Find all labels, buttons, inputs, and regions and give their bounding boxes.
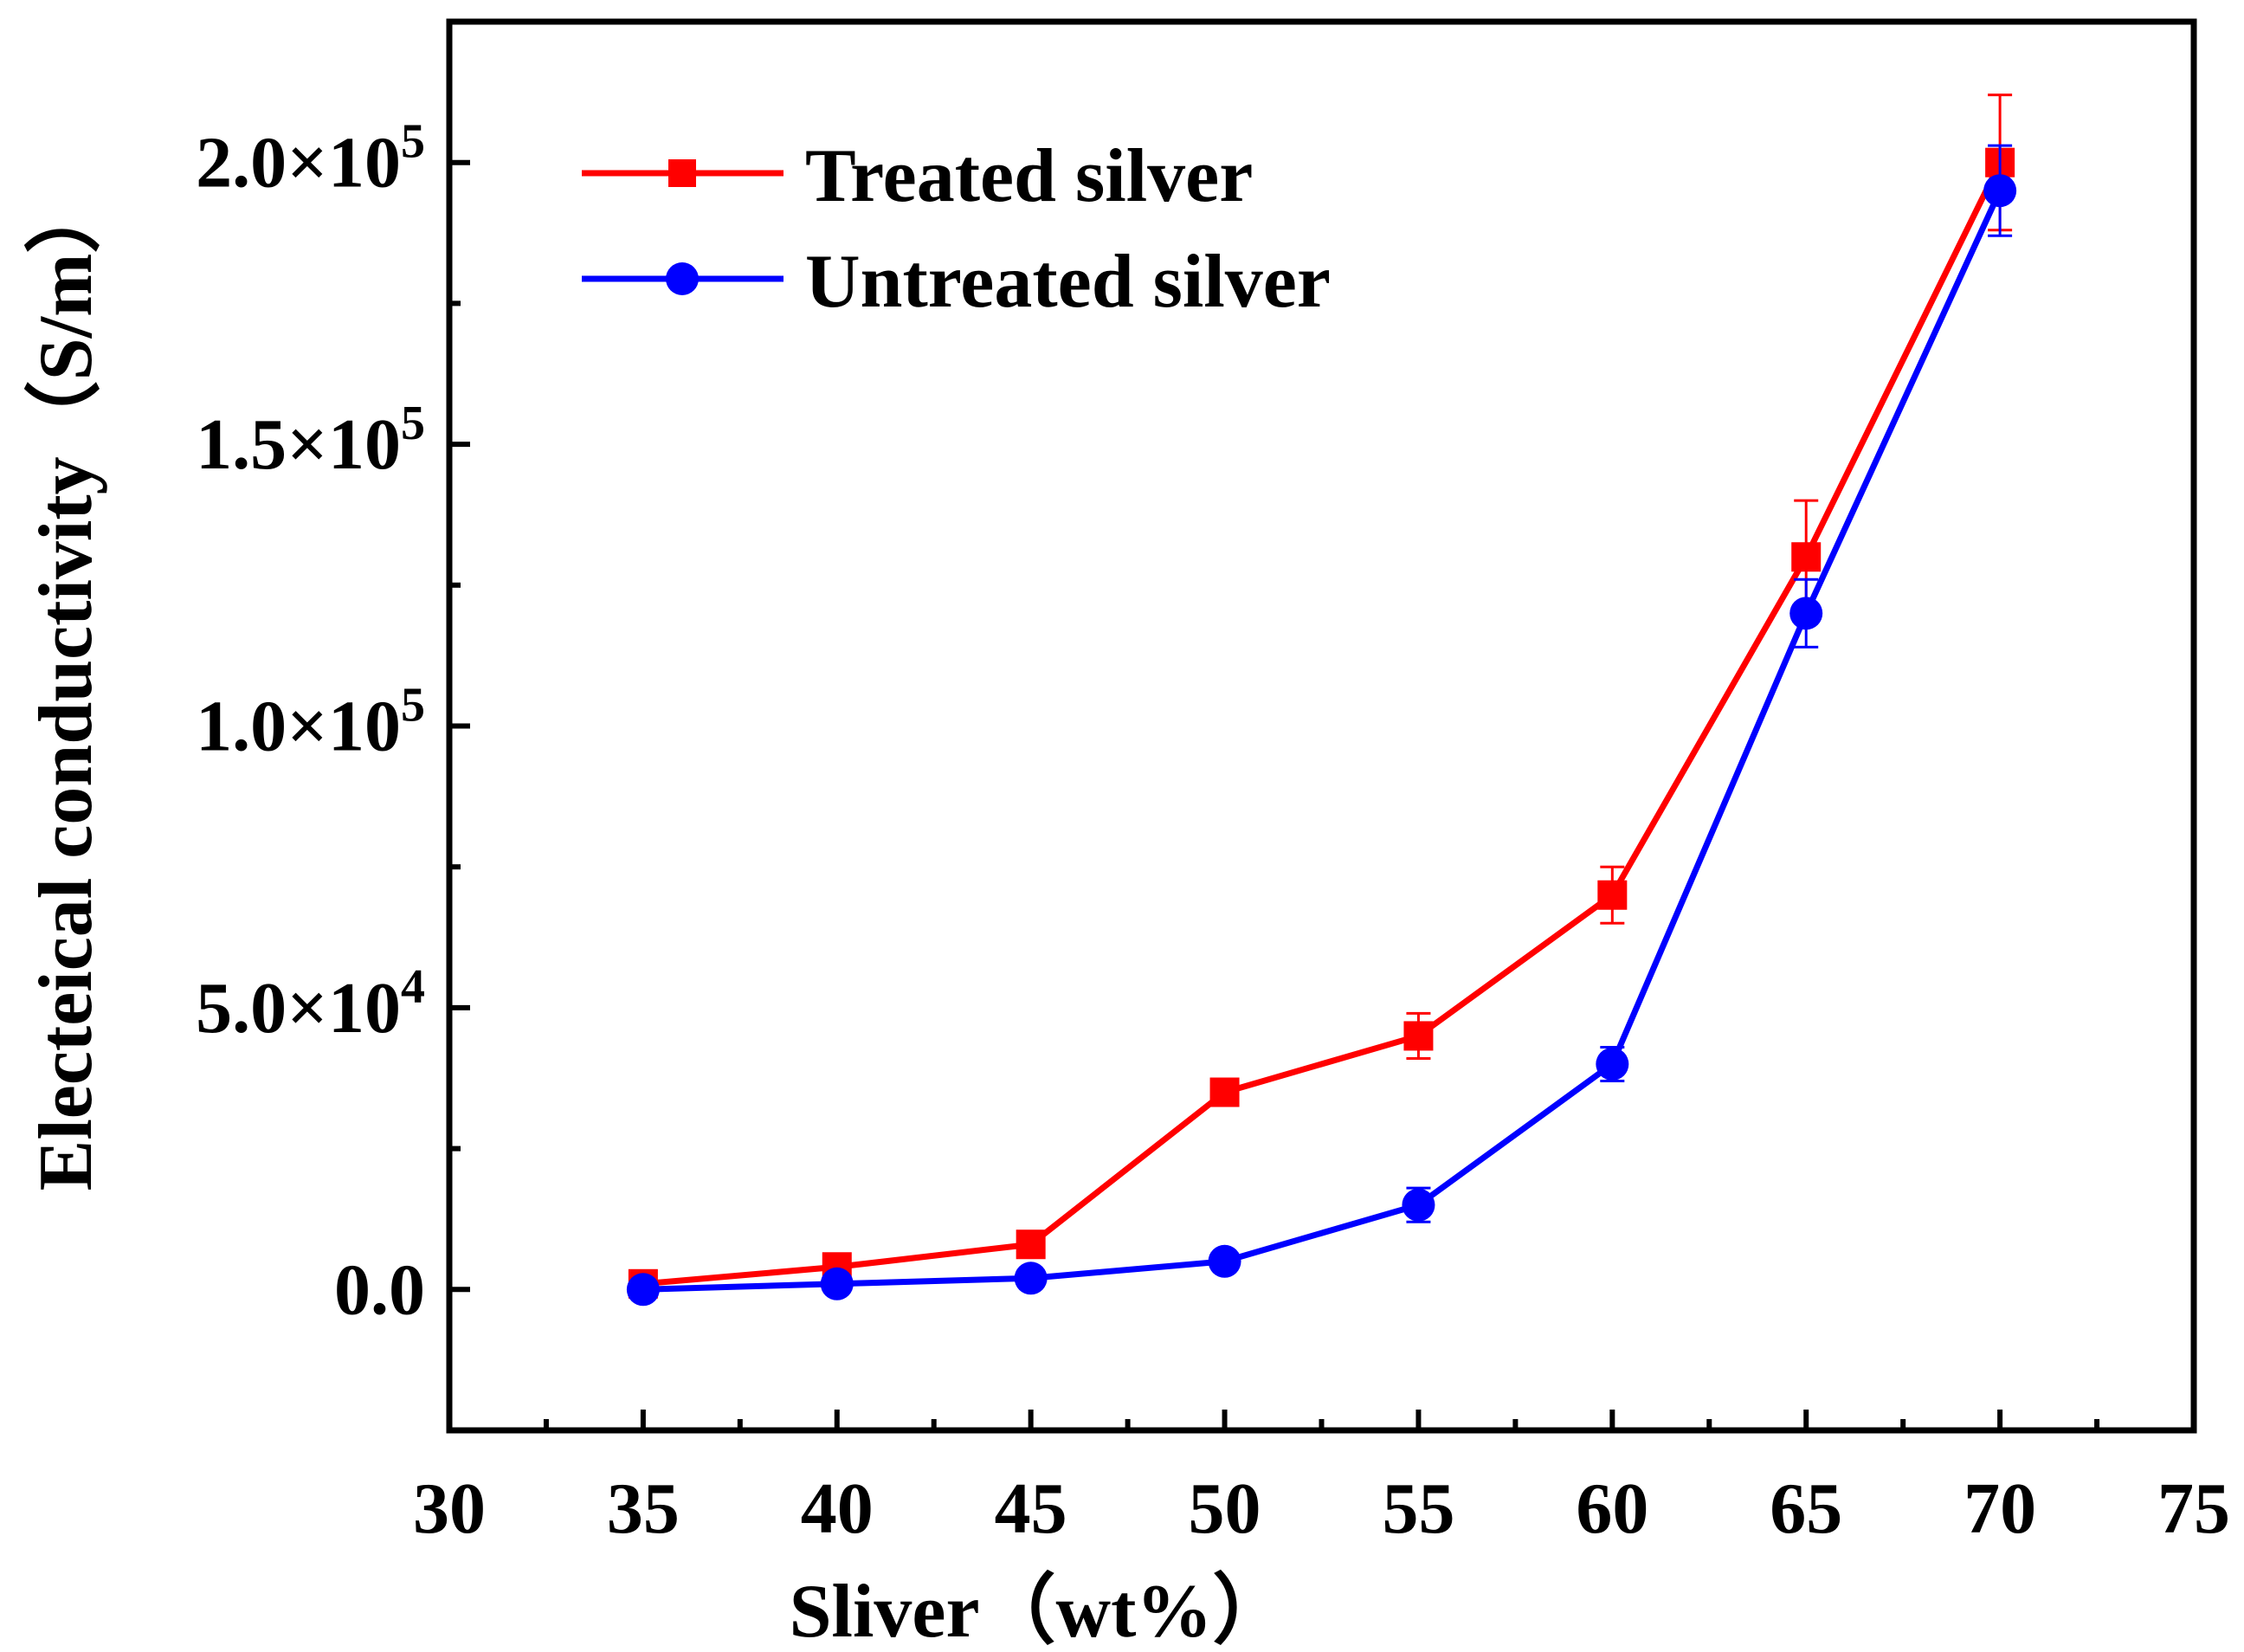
data-point-circle	[1208, 1244, 1241, 1278]
legend-label-untreated: Untreated silver	[805, 240, 1331, 324]
y-tick-label: 0.0	[334, 1249, 425, 1330]
series-layer	[626, 94, 2017, 1307]
legend: Treated silver Untreated silver	[582, 134, 1331, 324]
legend-marker-untreated	[666, 262, 699, 295]
y-axis-ticks	[449, 159, 470, 1293]
x-tick-label: 45	[995, 1468, 1067, 1549]
x-tick-label: 30	[413, 1468, 486, 1549]
data-point-circle	[626, 1273, 660, 1307]
series-untreated-silver	[626, 144, 2017, 1307]
x-tick-label: 55	[1382, 1468, 1454, 1549]
data-point-square	[1403, 1021, 1434, 1051]
y-tick-exponent: 5	[401, 397, 425, 450]
y-axis-title: Electeical conductivity（S/m）	[24, 177, 108, 1191]
x-tick-label: 50	[1189, 1468, 1261, 1549]
data-point-circle	[820, 1267, 854, 1300]
series-line	[642, 161, 2003, 1287]
data-point-square	[1016, 1229, 1046, 1260]
y-axis-tick-labels: 0.0 5.0×104 1.0×105 1.5×105 2.0×105	[196, 115, 425, 1331]
data-point-square	[1791, 542, 1822, 572]
y-tick-exponent: 5	[401, 115, 425, 169]
legend-label-treated: Treated silver	[805, 134, 1253, 218]
x-tick-label: 75	[2157, 1468, 2230, 1549]
legend-marker-treated	[668, 159, 696, 187]
data-point-circle	[1014, 1262, 1048, 1295]
data-point-square	[1209, 1077, 1240, 1107]
x-axis-ticks	[447, 1410, 2196, 1430]
data-point-square	[1597, 880, 1628, 910]
x-tick-label: 35	[607, 1468, 680, 1549]
x-tick-label: 65	[1770, 1468, 1842, 1549]
series-line	[642, 189, 2003, 1293]
y-tick-exponent: 4	[401, 960, 425, 1014]
data-point-circle	[1596, 1047, 1629, 1081]
data-point-circle	[1402, 1188, 1435, 1222]
y-tick-label: 2.0×105	[196, 115, 425, 203]
x-axis-tick-labels: 30 35 40 45 50 55 60 65 70 75	[413, 1468, 2230, 1549]
x-tick-label: 70	[1964, 1468, 2036, 1549]
data-point-circle	[1983, 174, 2017, 208]
data-point-circle	[1789, 597, 1823, 630]
y-tick-label: 5.0×104	[196, 960, 425, 1049]
x-tick-label: 60	[1576, 1468, 1648, 1549]
y-tick-label: 1.0×105	[196, 679, 425, 767]
y-tick-exponent: 5	[401, 679, 425, 732]
x-tick-label: 40	[801, 1468, 874, 1549]
y-tick-label: 1.5×105	[196, 397, 425, 485]
x-axis-title: Sliver（wt%）	[790, 1570, 1289, 1652]
